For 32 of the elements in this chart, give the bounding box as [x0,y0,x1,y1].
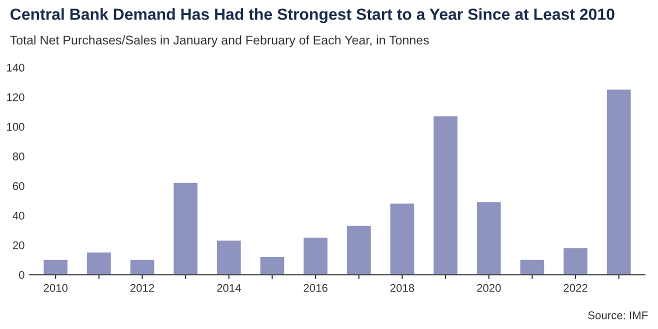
chart-subtitle: Total Net Purchases/Sales in January and February of Each Year, in Tonnes [10,35,429,48]
chart-title: Central Bank Demand Has Had the Strongest Start to a Year Since at Least 2010 [10,8,614,24]
bar [174,182,198,275]
y-tick-label: 60 [12,182,24,190]
x-tick-label: 2020 [477,284,501,292]
bar [476,202,501,275]
bar [346,226,371,275]
bar [606,90,631,275]
y-tick-label: 0 [19,270,24,279]
y-tick-label: 100 [7,122,24,131]
x-tick-label: 2012 [130,284,154,292]
source-note: Source: IMF [588,311,648,320]
bar [130,260,154,275]
x-tick-label: 2016 [304,284,328,292]
x-tick-label: 2010 [44,284,68,292]
bar [390,204,414,275]
bar [216,240,241,275]
x-tick-label: 2018 [390,284,414,292]
bar [44,260,68,275]
bar [434,116,458,275]
bar [520,260,544,275]
bar [564,248,588,275]
bar [260,256,284,275]
x-tick-label: 2022 [564,284,588,292]
y-tick-label: 140 [7,64,24,72]
y-tick-label: 80 [12,152,24,160]
x-tick-label: 2014 [217,284,241,292]
bar [304,238,328,275]
bar [87,252,111,275]
y-tick-label: 120 [7,93,24,102]
y-tick-label: 20 [12,241,24,250]
y-tick-label: 40 [12,212,24,220]
